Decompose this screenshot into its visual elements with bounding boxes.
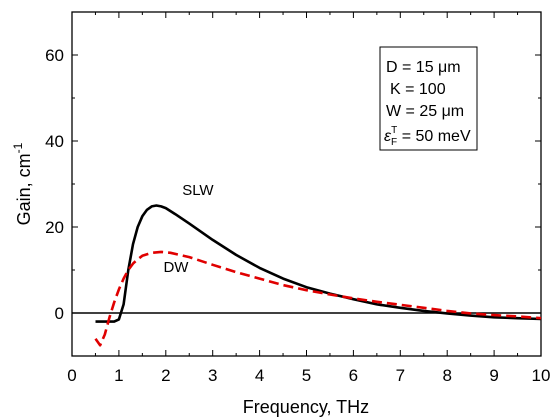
series-dw-line <box>94 250 542 347</box>
y-tick-label: 40 <box>45 132 64 151</box>
x-tick-label: 8 <box>442 366 451 385</box>
x-tick-label: 4 <box>255 366 264 385</box>
epsilon-superscript: T <box>391 125 397 136</box>
x-tick-label: 10 <box>532 366 551 385</box>
annotation-line-2: K = 100 <box>390 81 446 98</box>
series-labels: SLW DW <box>163 182 214 276</box>
x-tick-label: 5 <box>302 366 311 385</box>
y-tick-label: 60 <box>45 46 64 65</box>
epsilon-symbol: ε <box>384 128 392 145</box>
y-axis-title-sup: -1 <box>11 142 25 153</box>
annotation-line-1: D = 15 μm <box>386 59 461 76</box>
x-tick-label: 6 <box>349 366 358 385</box>
x-tick-label: 9 <box>489 366 498 385</box>
annotation-line-4: εFT = 50 meV <box>384 125 471 148</box>
y-tick-label: 0 <box>55 304 64 323</box>
y-axis-title-main: Gain, cm <box>14 153 34 225</box>
x-tick-label: 0 <box>67 366 76 385</box>
x-tick-label: 3 <box>208 366 217 385</box>
x-tick-label: 7 <box>396 366 405 385</box>
axis-ticks <box>71 11 542 357</box>
series-group <box>94 204 542 347</box>
label-slw: SLW <box>182 182 214 199</box>
x-tick-label: 1 <box>114 366 123 385</box>
x-axis-title: Frequency, THz <box>243 397 369 417</box>
x-tick-label: 2 <box>161 366 170 385</box>
y-axis-title: Gain, cm-1 <box>11 142 34 225</box>
series-slw-line <box>95 204 542 323</box>
label-dw: DW <box>163 259 189 276</box>
tick-labels: 0 1 2 3 4 5 6 7 8 9 10 0 20 40 60 <box>45 46 550 385</box>
epsilon-subscript: F <box>391 137 397 148</box>
annotation-box: D = 15 μm K = 100 W = 25 μm εFT = 50 meV <box>379 46 478 151</box>
annotation-line-3: W = 25 μm <box>386 103 464 120</box>
epsilon-value: = 50 meV <box>397 128 471 145</box>
y-tick-label: 20 <box>45 218 64 237</box>
